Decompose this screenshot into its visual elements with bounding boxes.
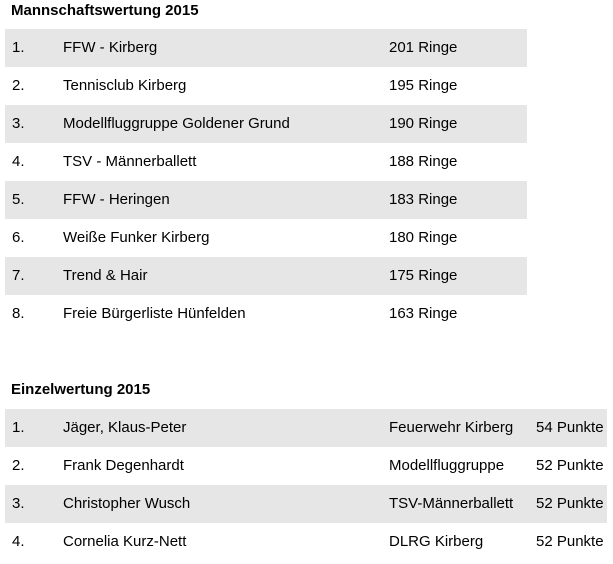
score-cell: 201 Ringe xyxy=(389,29,527,67)
participant-name-cell: Cornelia Kurz-Nett xyxy=(63,533,187,550)
team-name-cell: Weiße Funker Kirberg xyxy=(63,229,210,246)
rank-cell: 3. xyxy=(5,105,63,143)
score-cell: 175 Ringe xyxy=(389,257,527,295)
table-row: 8. Freie Bürgerliste Hünfelden 163 Ringe xyxy=(5,295,527,333)
rank-cell: 2. xyxy=(12,457,25,474)
team-ranking-title: Mannschaftswertung 2015 xyxy=(11,2,199,19)
team-name-cell: TSV - Männerballett xyxy=(63,153,197,170)
team-name-cell: Modellfluggruppe Goldener Grund xyxy=(63,105,389,143)
score-cell: 195 Ringe xyxy=(389,77,458,94)
score-cell: 188 Ringe xyxy=(389,153,458,170)
table-row: 4. TSV - Männerballett 188 Ringe xyxy=(5,143,527,181)
team-ranking-table: 1. FFW - Kirberg 201 Ringe 2. Tennisclub… xyxy=(5,29,527,333)
rank-cell: 8. xyxy=(12,305,25,322)
table-row: 1. FFW - Kirberg 201 Ringe xyxy=(5,29,527,67)
table-row: 2. Tennisclub Kirberg 195 Ringe xyxy=(5,67,527,105)
rank-cell: 7. xyxy=(5,257,63,295)
rank-cell: 5. xyxy=(5,181,63,219)
club-cell: Feuerwehr Kirberg xyxy=(389,409,536,447)
table-row: 4. Cornelia Kurz-Nett DLRG Kirberg 52 Pu… xyxy=(5,523,607,561)
score-cell: 54 Punkte xyxy=(536,409,607,447)
score-cell: 180 Ringe xyxy=(389,229,458,246)
score-cell: 163 Ringe xyxy=(389,305,458,322)
participant-name-cell: Christopher Wusch xyxy=(63,485,389,523)
table-row: 3. Modellfluggruppe Goldener Grund 190 R… xyxy=(5,105,527,143)
score-cell: 52 Punkte xyxy=(536,533,604,550)
rank-cell: 4. xyxy=(12,533,25,550)
score-cell: 190 Ringe xyxy=(389,105,527,143)
table-row: 1. Jäger, Klaus-Peter Feuerwehr Kirberg … xyxy=(5,409,607,447)
rank-cell: 1. xyxy=(5,29,63,67)
rank-cell: 3. xyxy=(5,485,63,523)
single-ranking-title: Einzelwertung 2015 xyxy=(11,381,151,398)
rank-cell: 6. xyxy=(12,229,25,246)
table-row: 2. Frank Degenhardt Modellfluggruppe 52 … xyxy=(5,447,607,485)
table-row: 7. Trend & Hair 175 Ringe xyxy=(5,257,527,295)
score-cell: 52 Punkte xyxy=(536,457,604,474)
table-row: 5. FFW - Heringen 183 Ringe xyxy=(5,181,527,219)
rank-cell: 1. xyxy=(5,409,63,447)
participant-name-cell: Jäger, Klaus-Peter xyxy=(63,409,389,447)
score-cell: 183 Ringe xyxy=(389,181,527,219)
table-row: 3. Christopher Wusch TSV-Männerballett 5… xyxy=(5,485,607,523)
score-cell: 52 Punkte xyxy=(536,485,607,523)
club-cell: DLRG Kirberg xyxy=(389,533,484,550)
rank-cell: 4. xyxy=(12,153,25,170)
rank-cell: 2. xyxy=(12,77,25,94)
table-row: 6. Weiße Funker Kirberg 180 Ringe xyxy=(5,219,527,257)
team-name-cell: Freie Bürgerliste Hünfelden xyxy=(63,305,246,322)
team-name-cell: FFW - Kirberg xyxy=(63,29,389,67)
club-cell: Modellfluggruppe xyxy=(389,457,505,474)
participant-name-cell: Frank Degenhardt xyxy=(63,457,184,474)
team-name-cell: FFW - Heringen xyxy=(63,181,389,219)
club-cell: TSV-Männerballett xyxy=(389,485,536,523)
team-name-cell: Tennisclub Kirberg xyxy=(63,77,187,94)
team-name-cell: Trend & Hair xyxy=(63,257,389,295)
single-ranking-table: 1. Jäger, Klaus-Peter Feuerwehr Kirberg … xyxy=(5,409,607,561)
